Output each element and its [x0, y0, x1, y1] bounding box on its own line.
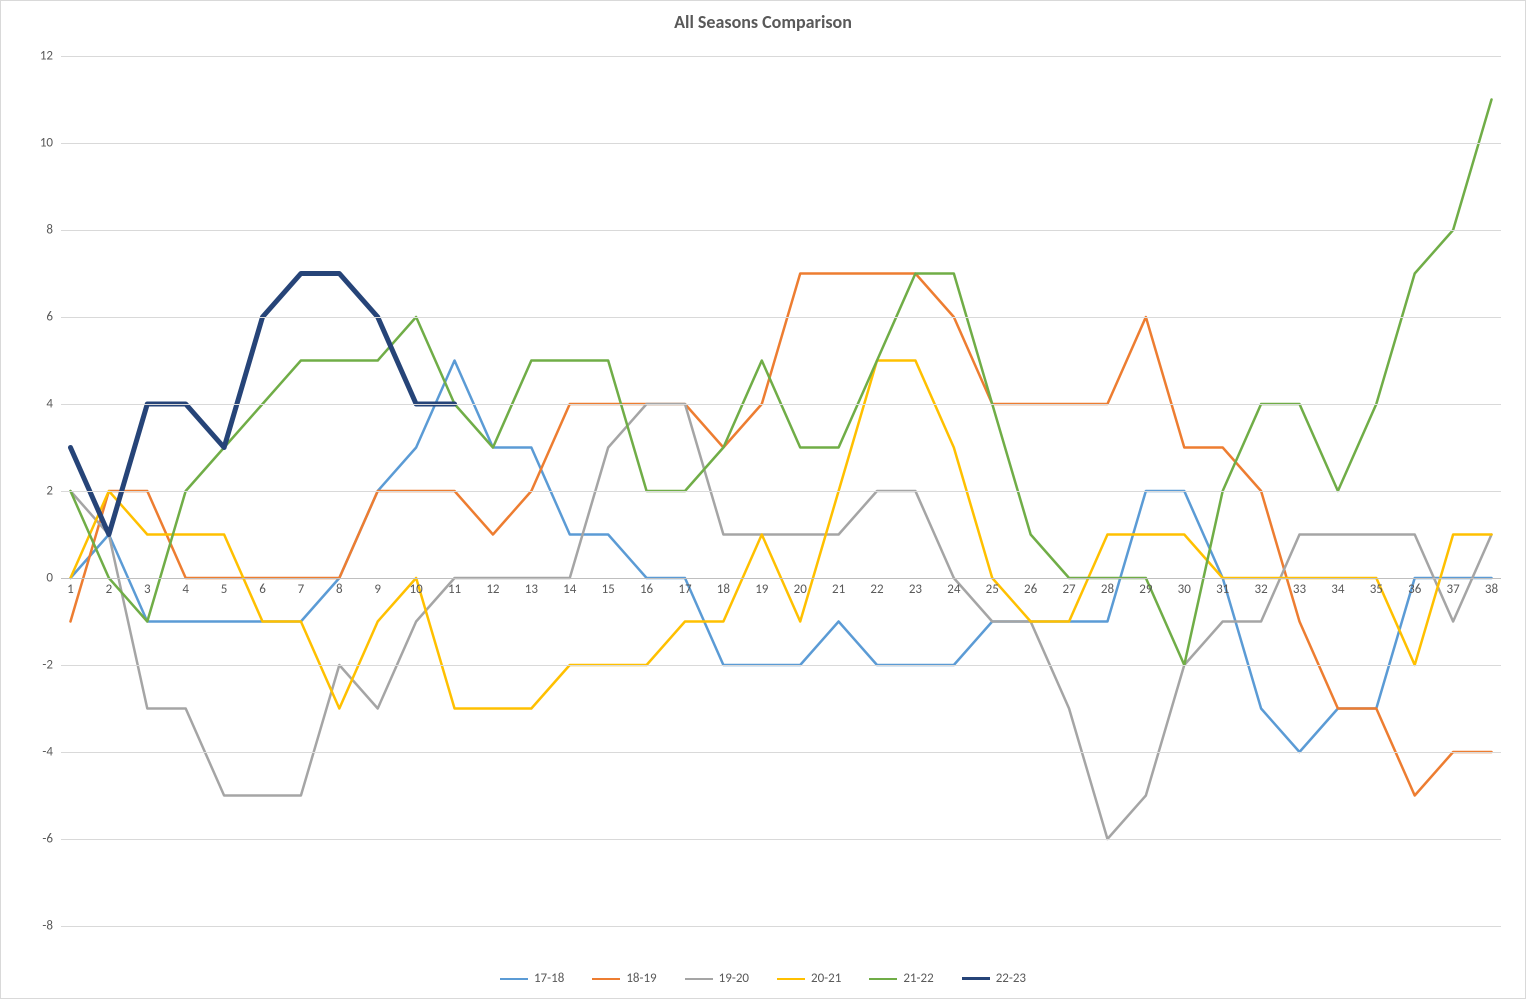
x-tick-label: 35	[1370, 582, 1383, 597]
y-tick-label: 12	[40, 49, 53, 64]
y-tick-label: 8	[46, 223, 53, 238]
x-tick-label: 24	[947, 582, 960, 597]
x-tick-label: 28	[1101, 582, 1114, 597]
legend-item-17-18: 17-18	[500, 971, 564, 986]
gridline	[61, 404, 1501, 405]
x-tick-label: 13	[525, 582, 538, 597]
x-tick-label: 20	[794, 582, 807, 597]
legend-label: 21-22	[903, 971, 933, 986]
x-tick-label: 3	[144, 582, 151, 597]
x-tick-label: 22	[870, 582, 883, 597]
x-tick-label: 5	[221, 582, 228, 597]
legend-item-19-20: 19-20	[685, 971, 749, 986]
x-tick-label: 29	[1139, 582, 1152, 597]
x-tick-label: 25	[986, 582, 999, 597]
x-tick-label: 11	[448, 582, 461, 597]
y-tick-label: -8	[42, 919, 53, 934]
x-tick-label: 19	[755, 582, 768, 597]
x-tick-label: 21	[832, 582, 845, 597]
legend-swatch	[685, 978, 713, 980]
x-tick-label: 4	[182, 582, 189, 597]
legend-swatch	[500, 978, 528, 980]
x-tick-label: 33	[1293, 582, 1306, 597]
x-tick-label: 17	[678, 582, 691, 597]
chart-container: All Seasons Comparison -8-6-4-2024681012…	[0, 0, 1526, 999]
legend-item-18-19: 18-19	[592, 971, 656, 986]
x-tick-label: 34	[1331, 582, 1344, 597]
x-tick-label: 14	[563, 582, 576, 597]
x-tick-label: 36	[1408, 582, 1421, 597]
legend-swatch	[869, 978, 897, 980]
x-tick-label: 38	[1485, 582, 1498, 597]
chart-title: All Seasons Comparison	[1, 11, 1525, 33]
x-tick-label: 32	[1254, 582, 1267, 597]
gridline	[61, 491, 1501, 492]
legend-label: 18-19	[626, 971, 656, 986]
x-tick-label: 23	[909, 582, 922, 597]
x-tick-label: 31	[1216, 582, 1229, 597]
x-tick-label: 8	[336, 582, 343, 597]
gridline	[61, 230, 1501, 231]
gridline	[61, 143, 1501, 144]
gridline	[61, 317, 1501, 318]
legend-swatch	[777, 978, 805, 980]
x-tick-label: 37	[1447, 582, 1460, 597]
y-tick-label: 10	[40, 136, 53, 151]
legend-label: 17-18	[534, 971, 564, 986]
x-tick-label: 1	[67, 582, 74, 597]
x-tick-label: 30	[1178, 582, 1191, 597]
y-tick-label: 0	[46, 571, 53, 586]
x-tick-label: 2	[106, 582, 113, 597]
legend-swatch	[592, 978, 620, 980]
y-tick-label: 4	[46, 397, 53, 412]
gridline	[61, 839, 1501, 840]
gridline	[61, 578, 1501, 579]
y-tick-label: 2	[46, 484, 53, 499]
y-tick-label: -6	[42, 832, 53, 847]
legend-item-21-22: 21-22	[869, 971, 933, 986]
legend-label: 22-23	[996, 971, 1026, 986]
legend-item-22-23: 22-23	[962, 971, 1026, 986]
x-tick-label: 15	[602, 582, 615, 597]
x-tick-label: 6	[259, 582, 266, 597]
gridline	[61, 926, 1501, 927]
legend-label: 20-21	[811, 971, 841, 986]
legend-swatch	[962, 977, 990, 980]
legend-item-20-21: 20-21	[777, 971, 841, 986]
gridline	[61, 752, 1501, 753]
y-tick-label: -4	[42, 745, 53, 760]
x-tick-label: 9	[374, 582, 381, 597]
y-tick-label: 6	[46, 310, 53, 325]
chart-legend: 17-18 18-19 19-20 20-21 21-22 22-23	[1, 971, 1525, 986]
x-tick-label: 18	[717, 582, 730, 597]
x-tick-label: 16	[640, 582, 653, 597]
series-line-17-18	[70, 361, 1491, 753]
x-tick-label: 26	[1024, 582, 1037, 597]
plot-area: -8-6-4-202468101212345678910111213141516…	[61, 56, 1501, 926]
x-tick-label: 10	[410, 582, 423, 597]
legend-label: 19-20	[719, 971, 749, 986]
x-tick-label: 7	[298, 582, 305, 597]
gridline	[61, 665, 1501, 666]
x-tick-label: 27	[1062, 582, 1075, 597]
gridline	[61, 56, 1501, 57]
x-tick-label: 12	[486, 582, 499, 597]
y-tick-label: -2	[42, 658, 53, 673]
